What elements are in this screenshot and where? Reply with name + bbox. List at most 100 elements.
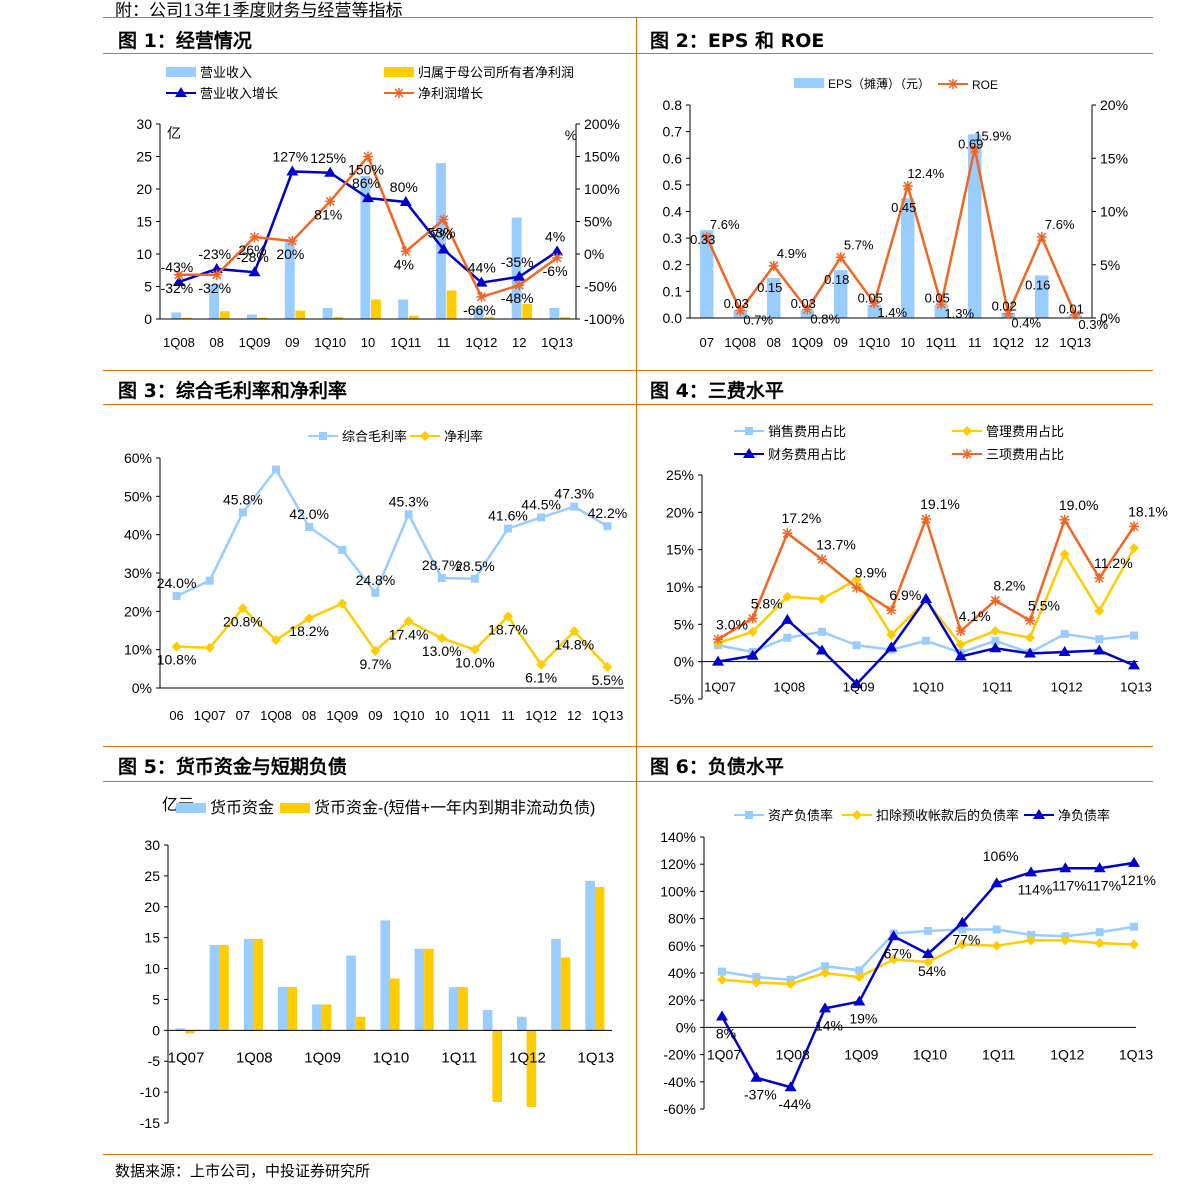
fig6-point [819,1002,831,1013]
fig3-line [176,467,609,598]
fig3-data-label: 24.8% [356,572,396,588]
fig6-data-label: 67% [884,945,912,961]
fig5-bar [243,938,254,1031]
fig6-data-label: 8% [716,1026,736,1042]
fig2-data-label: 0.16 [1025,277,1050,292]
fig4-data-label: 5.8% [751,595,783,611]
fig1-point [437,243,450,254]
fig1-bar [408,315,419,319]
fig4-point [1094,573,1105,584]
fig2-left-axis-tick-label: 0.2 [663,257,683,273]
fig3-line [176,602,609,668]
fig1-data-label: 4% [394,256,414,272]
column-divider [636,17,637,1154]
fig1-bar [484,317,495,319]
fig1-x-tick-label: 12 [512,335,526,350]
fig6-point [992,925,1001,934]
fig6-data-label: 117% [1052,877,1087,893]
fig4-point [782,528,793,539]
fig4-point [990,626,1001,637]
fig6-y-axis-tick-label: 40% [668,965,696,981]
fig4-point [783,633,792,642]
fig2-left-axis-tick-label: 0.5 [663,177,683,193]
fig6-point [1059,862,1072,873]
fig2-eps-bar [901,198,915,318]
fig3-x-tick-label: 10 [434,708,448,723]
fig3-data-label: 28.5% [455,558,495,574]
fig6-point [854,972,865,983]
fig1-point [514,280,525,291]
fig1-point [438,214,449,225]
fig2-x-tick-label: 07 [700,335,714,350]
fig1-bar [398,299,409,319]
fig4-legend-sales-marker [745,427,753,435]
fig3-data-label: 20.8% [223,613,263,629]
fig3-x-tick-label: 07 [236,708,250,723]
fig1-left-axis-tick-label: 30 [136,116,152,132]
fig4-data-label: 4.1% [959,608,991,624]
fig6-y-axis-tick-label: 80% [668,911,696,927]
fig3-y-axis-tick-label: 60% [124,450,152,466]
fig4-y-axis-tick-label: 0% [674,654,694,670]
fig4-point [1025,615,1035,626]
fig1-bar [436,163,446,319]
fig3-data-label: 42.2% [588,505,628,521]
fig6-legend-net-debt-label: 净负债率 [1058,808,1110,823]
fig5-title: 图 5：货币资金与短期负债 [118,756,347,778]
fig4-point [746,649,759,660]
fig1-data-label: 125% [310,150,346,166]
fig5-y-axis-tick-label: 20 [144,899,160,915]
fig5-bar [253,938,263,1031]
fig3-legend-net-label: 净利率 [444,429,483,444]
fig5-bar [380,920,390,1031]
fig3-point [271,635,281,646]
fig2-x-tick-label: 11 [968,335,982,350]
fig5-y-axis-tick-label: 15 [144,930,160,946]
fig6-point [784,1081,797,1092]
fig5-legend-cash-label: 货币资金 [210,799,274,817]
fig6-x-tick-label: 1Q13 [1119,1046,1153,1062]
fig1-legend-revenue-growth-label: 营业收入增长 [200,86,278,101]
fig3-legend-gross-marker [319,432,327,440]
fig3-point [569,626,580,637]
fig1-right-axis-tick-label: 200% [584,116,620,132]
fig1-data-label: -35% [501,254,534,270]
fig2-chart: EPS（摊薄）（元） ROE 0.0 0.1 0.2 0.3 0.4 0.5 0.6 0.7 0.8… [663,76,1129,350]
fig2-data-label: 4.9% [777,246,807,261]
fig6-y-axis-tick-label: 20% [668,992,696,1008]
fig1-bar [209,284,219,319]
fig6-point [991,940,1002,951]
fig5-bar [424,948,434,1031]
fig3-point [370,645,381,656]
fig5-bar [185,1030,195,1034]
fig1-bar [181,317,192,319]
fig5-y-axis-tick-label: 30 [144,837,160,853]
fig5-bar [448,987,459,1031]
fig4-x-tick-label: 1Q07 [704,680,736,695]
fig4-point [1059,549,1070,560]
row2-top-rule [103,370,1153,371]
fig4-point [712,655,724,666]
fig3-point [469,644,480,655]
fig4-y-axis-tick-label: 5% [674,616,694,632]
fig6-point [855,966,864,975]
fig3-point [436,633,447,644]
fig6-legend-net-debt-marker [1033,809,1045,819]
fig3-point [172,592,181,600]
fig1-data-label: -32% [198,280,231,296]
fig6-y-axis-tick-label: 100% [660,883,696,899]
fig2-data-label: 0.18 [824,272,849,287]
fig2-x-tick-label: 08 [767,335,781,350]
fig3-x-tick-label: 12 [567,708,581,723]
fig5-legend-cash-swatch [176,803,206,813]
fig2-left-axis-tick-label: 0.4 [663,204,683,220]
fig5-x-tick-label: 1Q07 [168,1049,205,1066]
fig1-x-tick-label: 10 [361,335,375,350]
fig6-x-tick-label: 1Q07 [707,1046,741,1062]
fig2-left-axis-tick-label: 0.3 [663,230,683,246]
fig3-x-tick-label: 1Q08 [260,708,292,723]
fig1-x-tick-label: 1Q10 [314,335,346,350]
fig4-data-label: 18.1% [1128,504,1168,520]
fig2-data-label: 0.02 [992,299,1017,314]
fig4-y-axis-tick-label: -5% [669,691,694,707]
